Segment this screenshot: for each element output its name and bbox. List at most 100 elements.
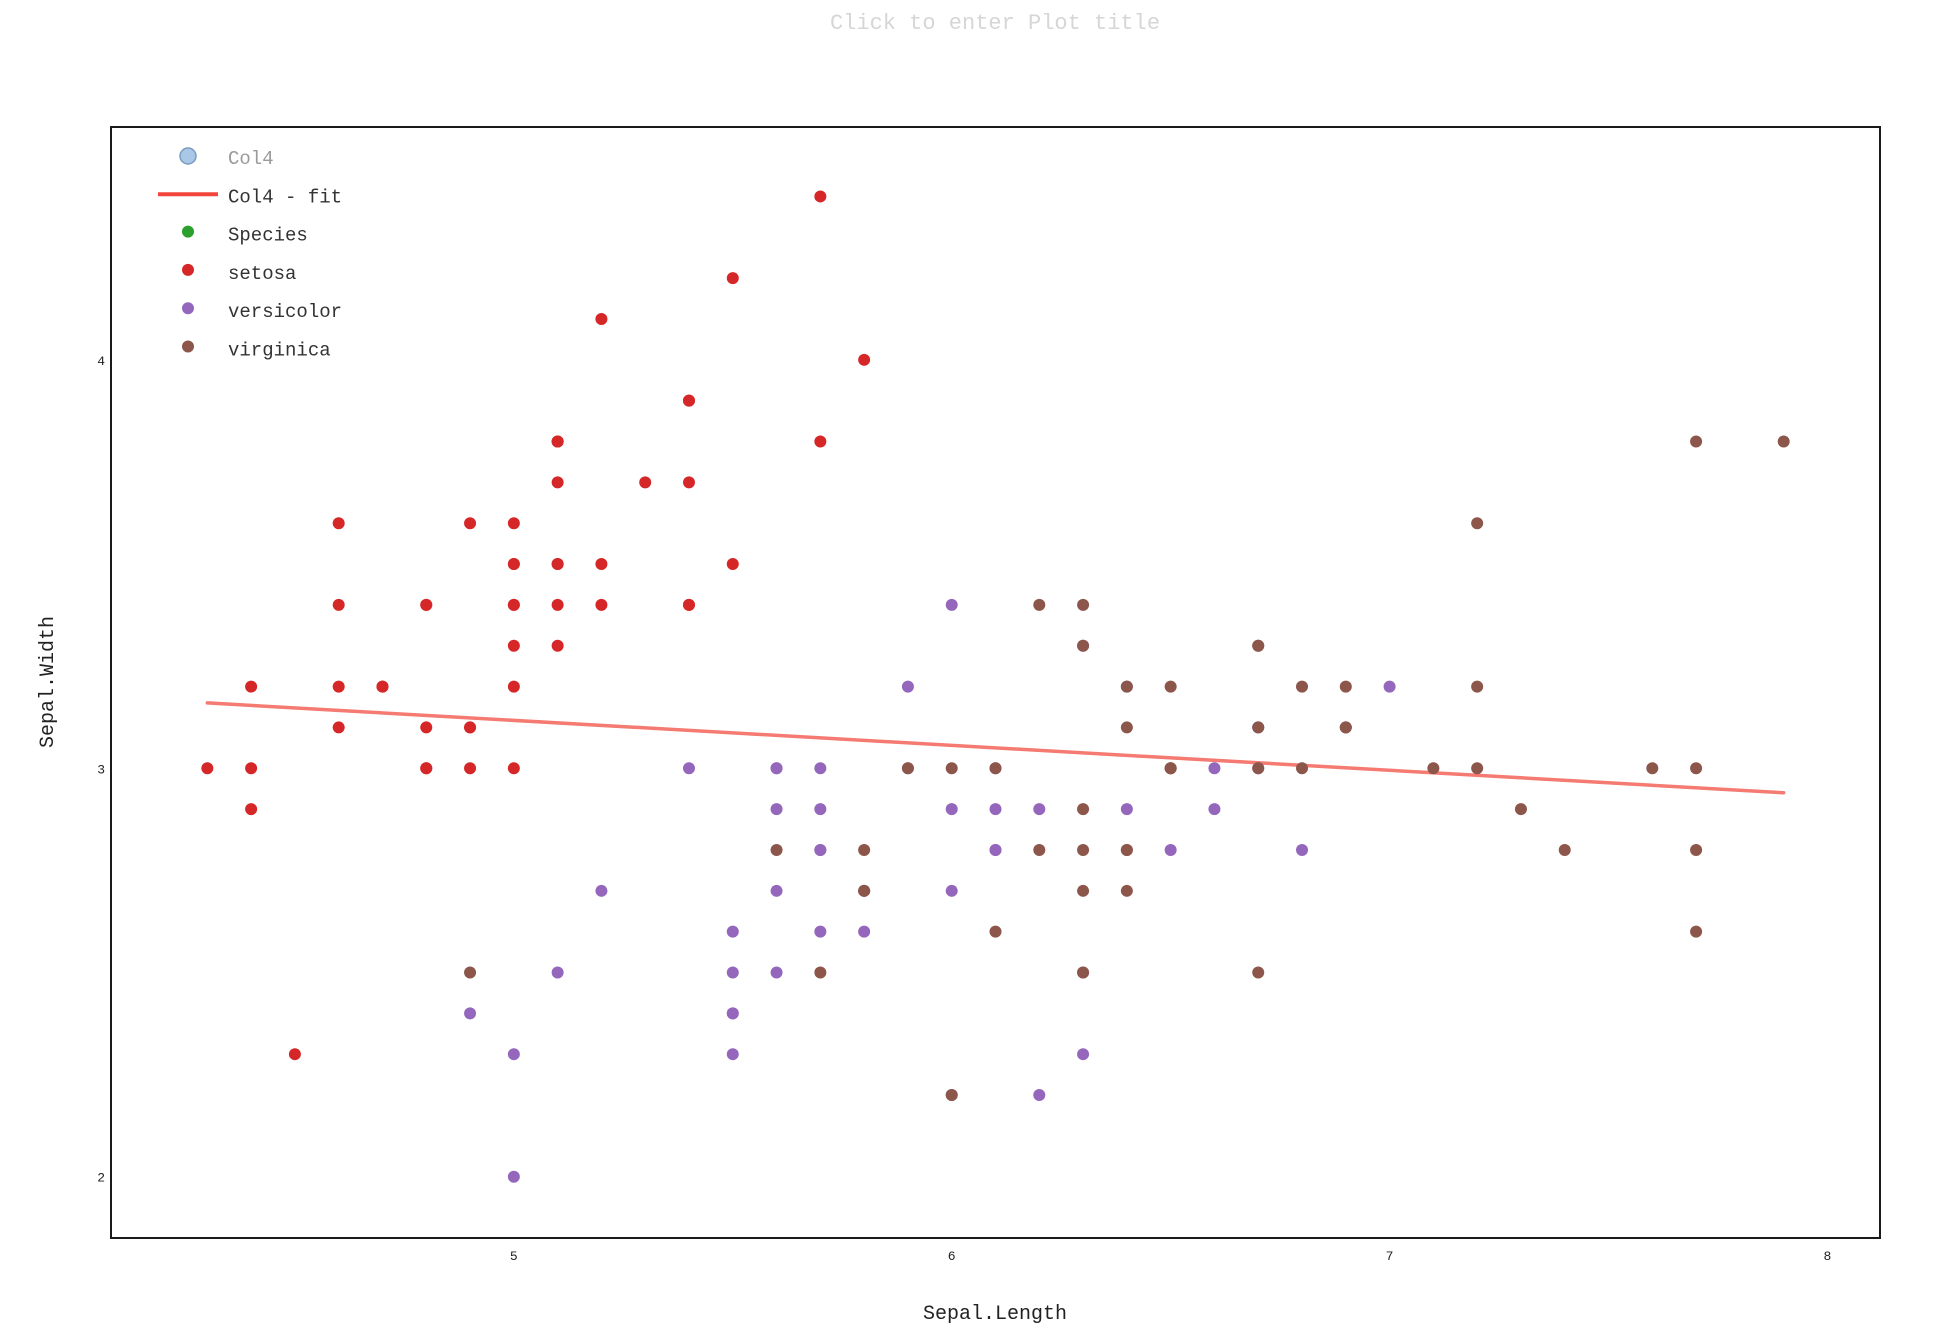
data-point-setosa — [420, 721, 433, 734]
data-point-setosa — [245, 680, 258, 693]
data-point-setosa — [551, 558, 564, 571]
data-point-virginica — [901, 762, 914, 775]
data-point-setosa — [376, 680, 389, 693]
data-point-versicolor — [989, 843, 1002, 856]
legend-label: virginica — [228, 340, 331, 362]
data-point-virginica — [1120, 721, 1133, 734]
legend-marker-swatch — [179, 147, 197, 165]
legend: Col4 Col4 - fit Species setosa versicolor vir… — [158, 147, 342, 362]
data-point-versicolor — [814, 925, 827, 938]
data-point-setosa — [464, 517, 477, 530]
data-point-virginica — [1690, 762, 1703, 775]
data-point-setosa — [551, 598, 564, 611]
data-point-setosa — [507, 680, 520, 693]
data-point-versicolor — [770, 966, 783, 979]
data-point-versicolor — [1208, 803, 1221, 816]
data-point-versicolor — [726, 966, 739, 979]
data-point-versicolor — [814, 843, 827, 856]
data-point-virginica — [1077, 966, 1090, 979]
y-tick-label: 4 — [97, 354, 105, 369]
data-point-virginica — [989, 762, 1002, 775]
y-axis-ticks: 2 3 4 — [97, 354, 105, 1186]
data-point-virginica — [814, 966, 827, 979]
data-point-versicolor — [507, 1048, 520, 1061]
data-point-versicolor — [814, 803, 827, 816]
plot-area — [110, 126, 1881, 1239]
data-point-setosa — [507, 762, 520, 775]
data-point-virginica — [1164, 762, 1177, 775]
data-point-virginica — [1296, 680, 1309, 693]
legend-marker-swatch — [182, 263, 194, 276]
plot-title[interactable]: Click to enter Plot title — [830, 11, 1160, 36]
data-point-virginica — [1077, 884, 1090, 897]
legend-label: Species — [228, 225, 308, 247]
data-point-versicolor — [1120, 803, 1133, 816]
data-point-virginica — [1033, 598, 1046, 611]
x-tick-label: 8 — [1824, 1249, 1832, 1264]
data-point-setosa — [814, 435, 827, 448]
legend-item-virginica[interactable]: virginica — [182, 340, 331, 362]
legend-item-col4---fit[interactable]: Col4 - fit — [158, 186, 342, 208]
data-point-setosa — [507, 598, 520, 611]
data-point-virginica — [1077, 598, 1090, 611]
data-point-setosa — [420, 598, 433, 611]
data-point-virginica — [945, 762, 958, 775]
data-point-virginica — [1777, 435, 1790, 448]
data-point-versicolor — [551, 966, 564, 979]
data-point-setosa — [551, 435, 564, 448]
data-point-setosa — [464, 762, 477, 775]
data-point-setosa — [595, 312, 608, 325]
data-point-virginica — [989, 925, 1002, 938]
data-point-versicolor — [1077, 1048, 1090, 1061]
data-point-virginica — [1427, 762, 1440, 775]
data-point-virginica — [1558, 843, 1571, 856]
legend-item-col4[interactable]: Col4 — [179, 147, 274, 170]
data-point-virginica — [1120, 843, 1133, 856]
legend-marker-swatch — [182, 302, 194, 315]
data-point-setosa — [332, 680, 345, 693]
data-point-versicolor — [1033, 1089, 1046, 1102]
data-point-setosa — [814, 190, 827, 203]
data-point-versicolor — [814, 762, 827, 775]
legend-item-setosa[interactable]: setosa — [182, 263, 296, 285]
data-point-versicolor — [945, 803, 958, 816]
x-axis-label: Sepal.Length — [923, 1303, 1067, 1326]
data-point-setosa — [507, 558, 520, 571]
data-point-virginica — [464, 966, 477, 979]
data-point-setosa — [332, 598, 345, 611]
fit-line-layer — [205, 701, 1786, 795]
data-point-virginica — [1120, 680, 1133, 693]
data-point-versicolor — [726, 925, 739, 938]
data-point-virginica — [858, 843, 871, 856]
data-point-virginica — [858, 884, 871, 897]
data-point-versicolor — [507, 1170, 520, 1183]
data-point-virginica — [1252, 966, 1265, 979]
data-point-virginica — [1252, 639, 1265, 652]
x-tick-label: 7 — [1386, 1249, 1394, 1264]
fit-line — [205, 701, 1786, 795]
data-point-versicolor — [464, 1007, 477, 1020]
data-point-setosa — [420, 762, 433, 775]
data-point-virginica — [1164, 680, 1177, 693]
data-point-setosa — [726, 272, 739, 285]
data-point-versicolor — [1383, 680, 1396, 693]
legend-label: setosa — [228, 263, 296, 285]
data-point-versicolor — [726, 1007, 739, 1020]
data-point-setosa — [595, 598, 608, 611]
data-point-virginica — [1690, 843, 1703, 856]
legend-item-species[interactable]: Species — [182, 225, 308, 247]
data-point-setosa — [332, 721, 345, 734]
data-point-virginica — [1077, 639, 1090, 652]
data-point-virginica — [945, 1089, 958, 1102]
legend-marker-swatch — [182, 225, 194, 238]
legend-item-versicolor[interactable]: versicolor — [182, 301, 342, 323]
data-point-setosa — [245, 803, 258, 816]
data-point-versicolor — [1033, 803, 1046, 816]
y-axis-label: Sepal.Width — [37, 616, 60, 748]
data-point-setosa — [726, 558, 739, 571]
data-point-versicolor — [726, 1048, 739, 1061]
y-tick-label: 3 — [97, 762, 105, 777]
data-point-setosa — [288, 1048, 301, 1061]
data-point-setosa — [507, 517, 520, 530]
